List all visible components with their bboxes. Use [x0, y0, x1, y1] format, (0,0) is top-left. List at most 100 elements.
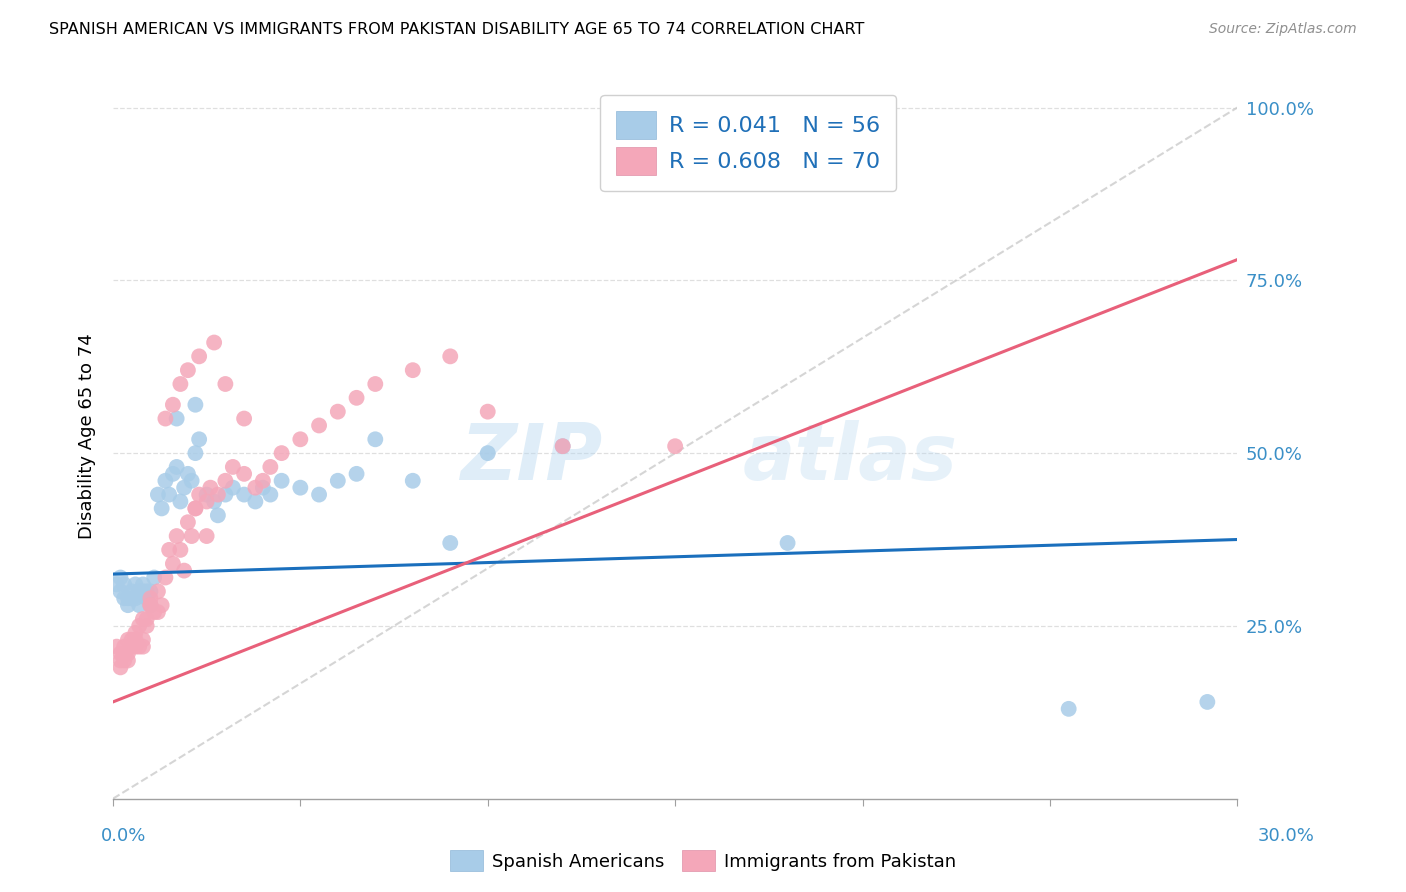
Point — [162, 398, 184, 412]
Point — [188, 487, 211, 501]
Point — [162, 557, 184, 571]
Point — [132, 632, 155, 647]
Point — [135, 619, 157, 633]
Point — [173, 564, 195, 578]
Point — [110, 570, 132, 584]
Y-axis label: Disability Age 65 to 74: Disability Age 65 to 74 — [79, 333, 96, 539]
Point — [207, 508, 229, 523]
Point — [326, 474, 349, 488]
Point — [139, 584, 162, 599]
Point — [132, 584, 155, 599]
Point — [364, 376, 387, 391]
Point — [184, 501, 207, 516]
Point — [169, 376, 191, 391]
Point — [117, 647, 139, 661]
Point — [270, 446, 292, 460]
Point — [177, 515, 200, 529]
Point — [105, 577, 128, 591]
Point — [184, 398, 207, 412]
Legend: R = 0.041   N = 56, R = 0.608   N = 70: R = 0.041 N = 56, R = 0.608 N = 70 — [600, 95, 896, 191]
Point — [252, 474, 274, 488]
Point — [155, 474, 177, 488]
Point — [477, 404, 499, 418]
Point — [166, 411, 188, 425]
Point — [402, 474, 425, 488]
Point — [245, 481, 267, 495]
Point — [169, 542, 191, 557]
Point — [222, 459, 245, 474]
Point — [112, 577, 135, 591]
Point — [214, 474, 236, 488]
Point — [155, 411, 177, 425]
Point — [139, 591, 162, 606]
Point — [202, 494, 225, 508]
Point — [146, 487, 169, 501]
Point — [200, 481, 222, 495]
Point — [1197, 695, 1219, 709]
Point — [135, 612, 157, 626]
Point — [117, 653, 139, 667]
Point — [180, 529, 202, 543]
Point — [177, 363, 200, 377]
Point — [214, 376, 236, 391]
Text: 30.0%: 30.0% — [1258, 827, 1315, 845]
Point — [195, 494, 218, 508]
Point — [135, 591, 157, 606]
Point — [233, 467, 256, 481]
Point — [195, 529, 218, 543]
Point — [112, 653, 135, 667]
Point — [259, 487, 281, 501]
Point — [146, 605, 169, 619]
Point — [439, 350, 461, 364]
Point — [173, 481, 195, 495]
Point — [157, 542, 180, 557]
Point — [551, 439, 574, 453]
Point — [270, 474, 292, 488]
Point — [166, 529, 188, 543]
Point — [132, 612, 155, 626]
Point — [146, 584, 169, 599]
Point — [346, 467, 368, 481]
Point — [207, 487, 229, 501]
Point — [135, 584, 157, 599]
Text: SPANISH AMERICAN VS IMMIGRANTS FROM PAKISTAN DISABILITY AGE 65 TO 74 CORRELATION: SPANISH AMERICAN VS IMMIGRANTS FROM PAKI… — [49, 22, 865, 37]
Point — [188, 432, 211, 446]
Point — [105, 640, 128, 654]
Point — [157, 487, 180, 501]
Point — [121, 591, 143, 606]
Point — [128, 598, 150, 612]
Text: Source: ZipAtlas.com: Source: ZipAtlas.com — [1209, 22, 1357, 37]
Point — [121, 584, 143, 599]
Point — [117, 598, 139, 612]
Point — [252, 481, 274, 495]
Point — [776, 536, 799, 550]
Point — [112, 640, 135, 654]
Point — [143, 570, 166, 584]
Point — [117, 591, 139, 606]
Point — [364, 432, 387, 446]
Point — [112, 647, 135, 661]
Point — [121, 632, 143, 647]
Point — [166, 459, 188, 474]
Point — [121, 640, 143, 654]
Legend: Spanish Americans, Immigrants from Pakistan: Spanish Americans, Immigrants from Pakis… — [443, 843, 963, 879]
Point — [150, 598, 173, 612]
Point — [477, 446, 499, 460]
Point — [233, 487, 256, 501]
Point — [162, 467, 184, 481]
Point — [184, 446, 207, 460]
Point — [139, 598, 162, 612]
Point — [180, 474, 202, 488]
Point — [169, 494, 191, 508]
Point — [121, 640, 143, 654]
Point — [233, 411, 256, 425]
Point — [110, 647, 132, 661]
Point — [259, 459, 281, 474]
Point — [110, 584, 132, 599]
Point — [290, 481, 312, 495]
Point — [188, 350, 211, 364]
Point — [124, 591, 146, 606]
Point — [551, 439, 574, 453]
Point — [290, 432, 312, 446]
Point — [402, 363, 425, 377]
